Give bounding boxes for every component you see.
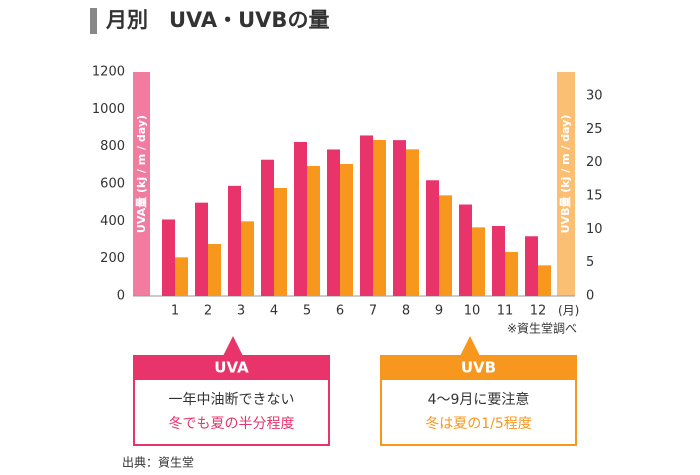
callout-line: 冬でも夏の半分程度 bbox=[169, 416, 295, 432]
callout-body bbox=[133, 378, 330, 446]
uvb-bar bbox=[538, 265, 551, 296]
callout-header bbox=[133, 355, 330, 379]
uvb-bar bbox=[175, 257, 188, 296]
chart-title: 月別 UVA・UVBの量 bbox=[105, 8, 329, 32]
uva-bar bbox=[360, 135, 373, 296]
uva-bar bbox=[228, 185, 241, 296]
uvb-bar bbox=[439, 195, 452, 296]
callout-line: 冬は夏の1/5程度 bbox=[425, 416, 532, 432]
callout-pointer bbox=[460, 336, 480, 356]
uvb-bar bbox=[505, 252, 518, 296]
callout-header bbox=[380, 355, 577, 379]
uva-bar bbox=[426, 180, 439, 296]
y-tick-label: 600 bbox=[100, 177, 125, 192]
x-unit-label: (月) bbox=[558, 304, 579, 318]
uvb-bar bbox=[274, 188, 287, 296]
y-tick-label: 800 bbox=[100, 139, 125, 154]
uvb-bar bbox=[472, 227, 485, 296]
uva-bar bbox=[327, 149, 340, 296]
y-tick-label: 1000 bbox=[92, 102, 125, 117]
uvb-bar bbox=[241, 221, 254, 296]
y2-tick-label: 5 bbox=[586, 255, 594, 270]
x-tick-label: 10 bbox=[464, 304, 481, 319]
x-tick-label: 5 bbox=[303, 304, 311, 319]
y2-tick-label: 0 bbox=[586, 289, 594, 304]
x-tick-label: 11 bbox=[497, 304, 514, 319]
callout-title: UVA bbox=[214, 359, 249, 377]
uva-bar bbox=[195, 202, 208, 296]
uva-bar bbox=[492, 226, 505, 296]
uvb-bar bbox=[307, 166, 320, 296]
y2-axis-label: UVB量 (kj / m / day) bbox=[559, 115, 572, 234]
callout-title: UVB bbox=[461, 359, 496, 377]
x-tick-label: 2 bbox=[204, 304, 212, 319]
uva-bar bbox=[162, 219, 175, 296]
uva-bar bbox=[459, 204, 472, 296]
uva-bar bbox=[294, 142, 307, 296]
x-tick-label: 12 bbox=[530, 304, 547, 319]
y2-tick-label: 15 bbox=[586, 189, 603, 204]
x-tick-label: 7 bbox=[369, 304, 377, 319]
x-tick-label: 9 bbox=[435, 304, 443, 319]
y-tick-label: 1200 bbox=[92, 65, 125, 80]
y2-tick-label: 25 bbox=[586, 122, 603, 137]
x-tick-label: 3 bbox=[237, 304, 245, 319]
y-tick-label: 400 bbox=[100, 214, 125, 229]
callout-body bbox=[380, 378, 577, 446]
y-axis-label: UVA量 (kj / m / day) bbox=[135, 115, 148, 233]
uvb-bar bbox=[406, 149, 419, 296]
x-tick-label: 1 bbox=[171, 304, 179, 319]
y-tick-label: 0 bbox=[117, 289, 125, 304]
callout-line: 一年中油断できない bbox=[169, 392, 295, 408]
uvb-bar bbox=[373, 140, 386, 296]
uva-bar bbox=[261, 159, 274, 296]
y2-axis-band bbox=[557, 72, 575, 296]
uvb-bar bbox=[208, 244, 221, 296]
y2-tick-label: 20 bbox=[586, 155, 603, 170]
uvb-bar bbox=[340, 164, 353, 296]
y-axis-band bbox=[133, 72, 150, 296]
y2-tick-label: 10 bbox=[586, 222, 603, 237]
source: 出典：資生堂 bbox=[122, 456, 194, 470]
callout-line: 4〜9月に要注意 bbox=[428, 391, 530, 408]
title-marker bbox=[90, 8, 97, 34]
x-tick-label: 6 bbox=[336, 304, 344, 319]
x-tick-label: 4 bbox=[270, 304, 278, 319]
y-tick-label: 200 bbox=[100, 251, 125, 266]
y2-tick-label: 30 bbox=[586, 89, 603, 104]
uva-bar bbox=[525, 236, 538, 296]
note: ※資生堂調べ bbox=[507, 322, 577, 336]
callout-pointer bbox=[223, 336, 243, 356]
uva-bar bbox=[393, 140, 406, 296]
x-tick-label: 8 bbox=[402, 304, 410, 319]
